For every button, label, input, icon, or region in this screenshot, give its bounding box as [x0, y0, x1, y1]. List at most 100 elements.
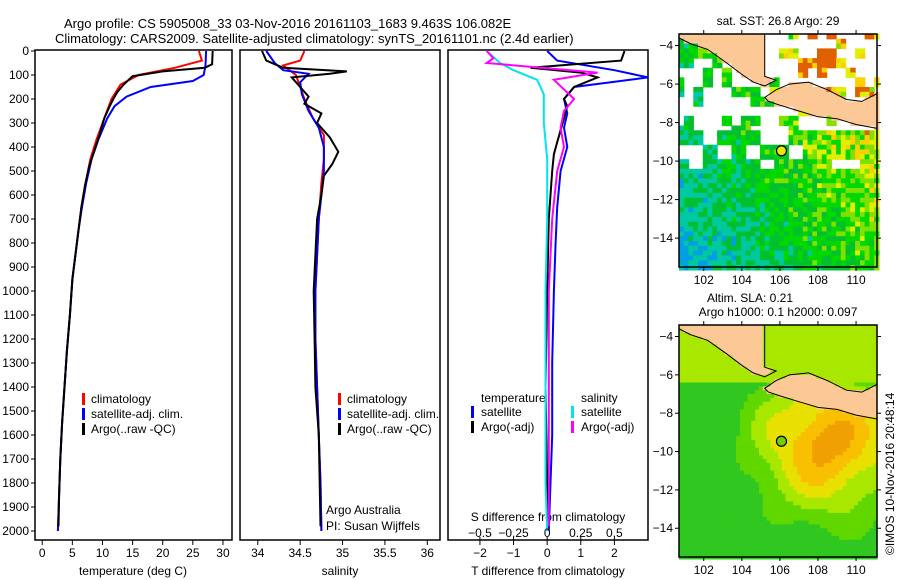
sla-cell: [770, 489, 775, 495]
sla-cell: [747, 336, 752, 341]
sla-cell: [759, 528, 764, 533]
sla-cell: [701, 539, 707, 545]
sla-cell: [747, 328, 752, 334]
sla-cell: [766, 420, 771, 426]
sla-cell: [728, 543, 733, 548]
sla-cell: [728, 447, 733, 453]
sla-cell: [755, 528, 760, 533]
sla-cell: [762, 367, 768, 372]
sst-cell: [812, 139, 818, 146]
sla-cell: [854, 539, 859, 545]
sst-cell: [840, 101, 847, 107]
sla-cell: [709, 543, 714, 548]
x2-tick-label: 0: [544, 526, 551, 540]
sla-cell: [759, 374, 764, 380]
sla-cell: [831, 382, 836, 387]
sla-cell: [774, 551, 779, 556]
sla-cell: [793, 512, 798, 518]
sst-cell: [707, 72, 713, 78]
sla-cell: [732, 413, 737, 418]
sla-cell: [724, 535, 730, 541]
sla-cell: [732, 390, 737, 395]
sla-cell: [682, 443, 688, 449]
sst-cell: [840, 255, 847, 261]
sla-cell: [785, 516, 790, 522]
sla-cell: [698, 524, 703, 529]
sla-cell: [720, 463, 726, 468]
sst-cell: [864, 183, 870, 189]
sst-cell: [840, 236, 847, 242]
sst-cell: [826, 62, 832, 69]
sla-cell: [854, 382, 859, 387]
sla-cell: [838, 543, 844, 548]
sla-cell: [739, 428, 745, 433]
sla-cell: [865, 340, 870, 345]
sst-cell: [740, 91, 747, 98]
sst-cell: [783, 159, 790, 165]
sst-cell: [759, 236, 766, 242]
sla-cell: [724, 374, 730, 380]
sla-cell: [724, 355, 730, 361]
sla-cell: [827, 466, 832, 472]
sla-cell: [873, 470, 878, 476]
sla-cell: [819, 547, 825, 552]
sst-cell: [698, 255, 704, 261]
sla-cell: [789, 443, 794, 449]
sla-cell: [762, 443, 768, 449]
sla-cell: [850, 482, 855, 487]
sla-cell: [831, 543, 836, 548]
sla-cell: [686, 344, 691, 349]
sla-cell: [835, 344, 840, 349]
sla-cell: [781, 547, 787, 552]
sla-cell: [861, 417, 867, 422]
sst-cell: [817, 173, 823, 179]
sla-cell: [789, 470, 794, 476]
sla-cell: [785, 394, 790, 399]
sla-cell: [816, 455, 821, 460]
sst-cell: [712, 236, 718, 242]
sla-cell: [739, 459, 745, 464]
sla-cell: [861, 351, 867, 357]
sst-cell: [774, 226, 780, 232]
sla-cell: [705, 428, 711, 433]
sst-cell: [755, 130, 761, 136]
sla-cell: [759, 489, 764, 495]
sla-cell: [747, 547, 752, 552]
sst-cell: [850, 192, 856, 199]
x2-tick-label: 0.5: [606, 526, 623, 540]
sst-cell: [779, 164, 785, 170]
sst-cell: [764, 265, 771, 271]
sla-cell: [812, 390, 817, 395]
sst-cell: [779, 96, 785, 102]
sla-cell: [766, 367, 771, 372]
sst-cell: [831, 106, 837, 112]
sst-cell: [817, 67, 823, 74]
sla-cell: [759, 543, 764, 548]
sst-cell: [688, 260, 694, 266]
sst-cell: [717, 231, 723, 237]
sla-cell: [747, 374, 752, 380]
sst-cell: [783, 183, 790, 189]
sst-cell: [812, 241, 818, 247]
sla-cell: [778, 478, 783, 483]
sla-cell: [774, 443, 779, 449]
sla-cell: [816, 336, 821, 341]
sla-cell: [705, 528, 711, 533]
sst-cell: [807, 91, 813, 98]
sla-cell: [838, 440, 844, 445]
sst-cell: [755, 236, 761, 242]
sst-cell: [826, 34, 832, 40]
sst-cell: [759, 260, 766, 266]
sla-cell: [679, 344, 684, 349]
sla-cell: [774, 355, 779, 361]
sla-cell: [759, 390, 764, 395]
sla-cell: [720, 424, 726, 430]
sla-cell: [690, 417, 695, 422]
sst-cell: [774, 221, 780, 228]
sla-cell: [823, 489, 829, 495]
sst-cell: [755, 168, 761, 175]
sla-cell: [778, 359, 783, 364]
sla-cell: [732, 497, 737, 502]
sst-cell: [850, 67, 856, 74]
sla-cell: [785, 325, 790, 330]
